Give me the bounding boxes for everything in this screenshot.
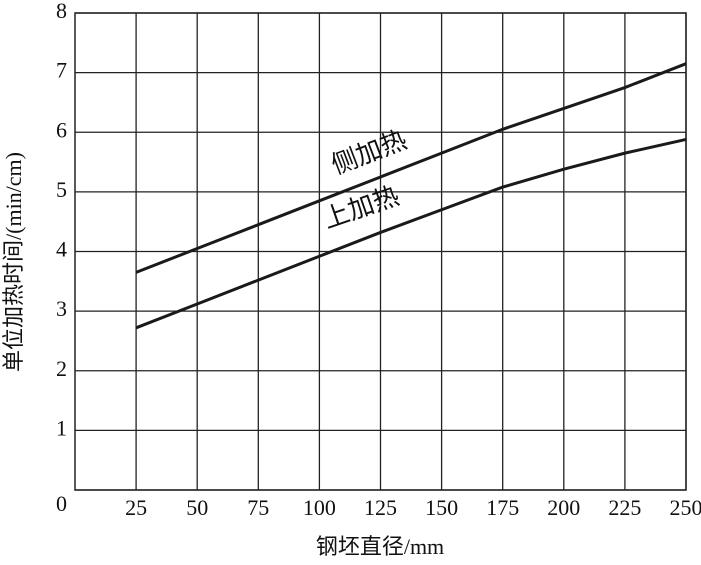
y-tick-label: 4 (56, 237, 67, 262)
x-tick-label: 75 (247, 495, 269, 520)
y-tick-label: 8 (56, 0, 67, 23)
x-tick-label: 125 (364, 495, 397, 520)
y-tick-label: 7 (56, 58, 67, 83)
line (135, 137, 687, 330)
y-tick-label: 0 (56, 491, 67, 516)
y-tick-label: 1 (56, 415, 67, 440)
x-tick-label: 200 (547, 495, 580, 520)
y-tick-label: 2 (56, 356, 67, 381)
x-tick-label: 175 (486, 495, 519, 520)
series-label: 侧加热 (327, 125, 410, 180)
y-tick-label: 6 (56, 117, 67, 142)
x-tick-label: 150 (425, 495, 458, 520)
line (135, 62, 687, 274)
x-tick-label: 250 (670, 495, 701, 520)
x-tick-label: 50 (186, 495, 208, 520)
y-axis-label: 单位加热时间/(min/cm) (1, 152, 26, 372)
x-tick-label: 100 (303, 495, 336, 520)
x-axis-label: 钢坯直径/mm (316, 534, 444, 559)
x-tick-label: 25 (125, 495, 147, 520)
y-tick-label: 5 (56, 177, 67, 202)
x-tick-label: 225 (608, 495, 641, 520)
y-tick-label: 3 (56, 296, 67, 321)
series-label: 上加热 (320, 181, 403, 234)
